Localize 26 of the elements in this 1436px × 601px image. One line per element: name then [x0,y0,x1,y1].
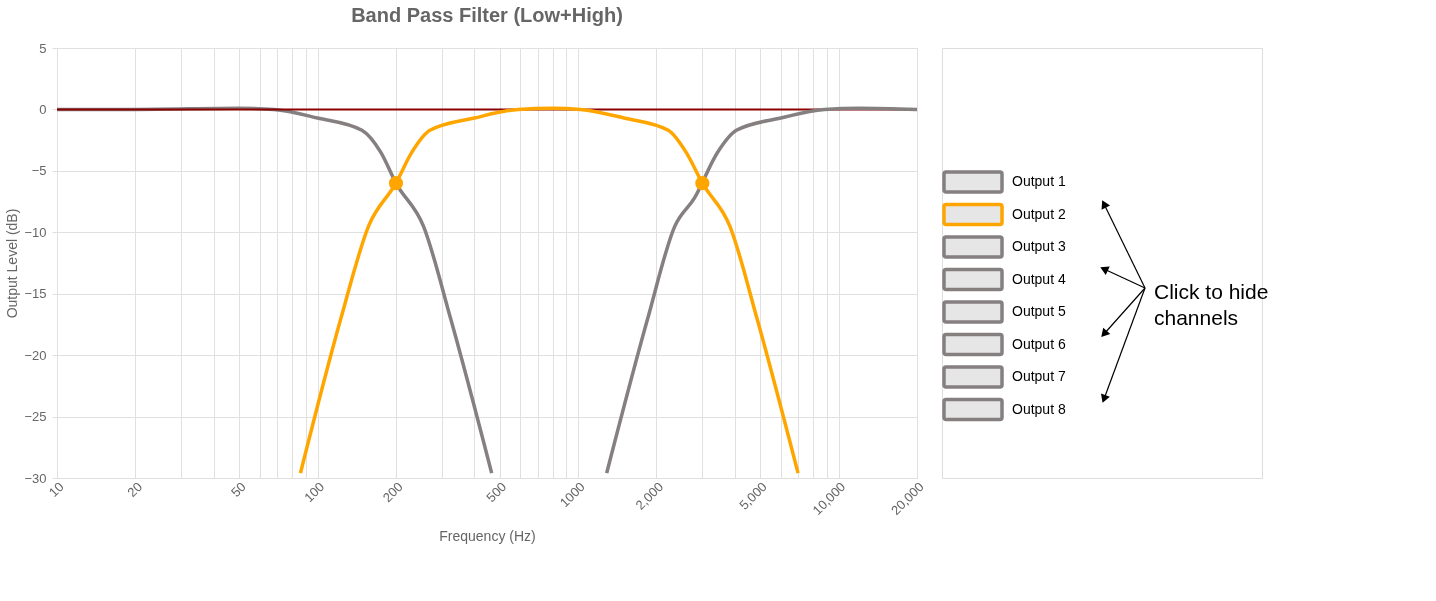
x-tick-label: 50 [227,479,249,500]
legend-label: Output 4 [1012,270,1066,287]
legend-label: Output 5 [1012,303,1066,319]
x-axis-title: Frequency (Hz) [439,527,536,544]
y-tick-label: −25 [24,409,47,425]
text: Click to hide channels [1154,280,1269,329]
x-tick-label: 200 [379,479,406,506]
y-tick-label: −20 [24,347,47,363]
y-tick-label: −5 [31,163,47,179]
y-tick-label: −10 [24,224,47,240]
x-tick-label: 10 [45,479,67,500]
y-tick-label: 5 [39,40,47,56]
y-tick-label: −30 [24,470,47,486]
x-tick-label: 20 [124,479,146,500]
legend-label: Output 1 [1012,173,1066,189]
legend-label: Output 2 [1012,205,1066,222]
legend-label: Output 3 [1012,238,1066,254]
y-tick-label: −15 [24,286,47,302]
x-tick-label: 100 [301,479,328,506]
y-tick-label: 0 [39,101,47,117]
legend-label: Output 6 [1012,335,1066,352]
legend-label: Output 7 [1012,368,1066,384]
chart-title: Band Pass Filter (Low+High) [351,4,623,26]
legend-label: Output 8 [1012,400,1066,417]
x-tick-label: 500 [483,479,510,506]
y-axis-title: Output Level (dB) [4,208,21,319]
